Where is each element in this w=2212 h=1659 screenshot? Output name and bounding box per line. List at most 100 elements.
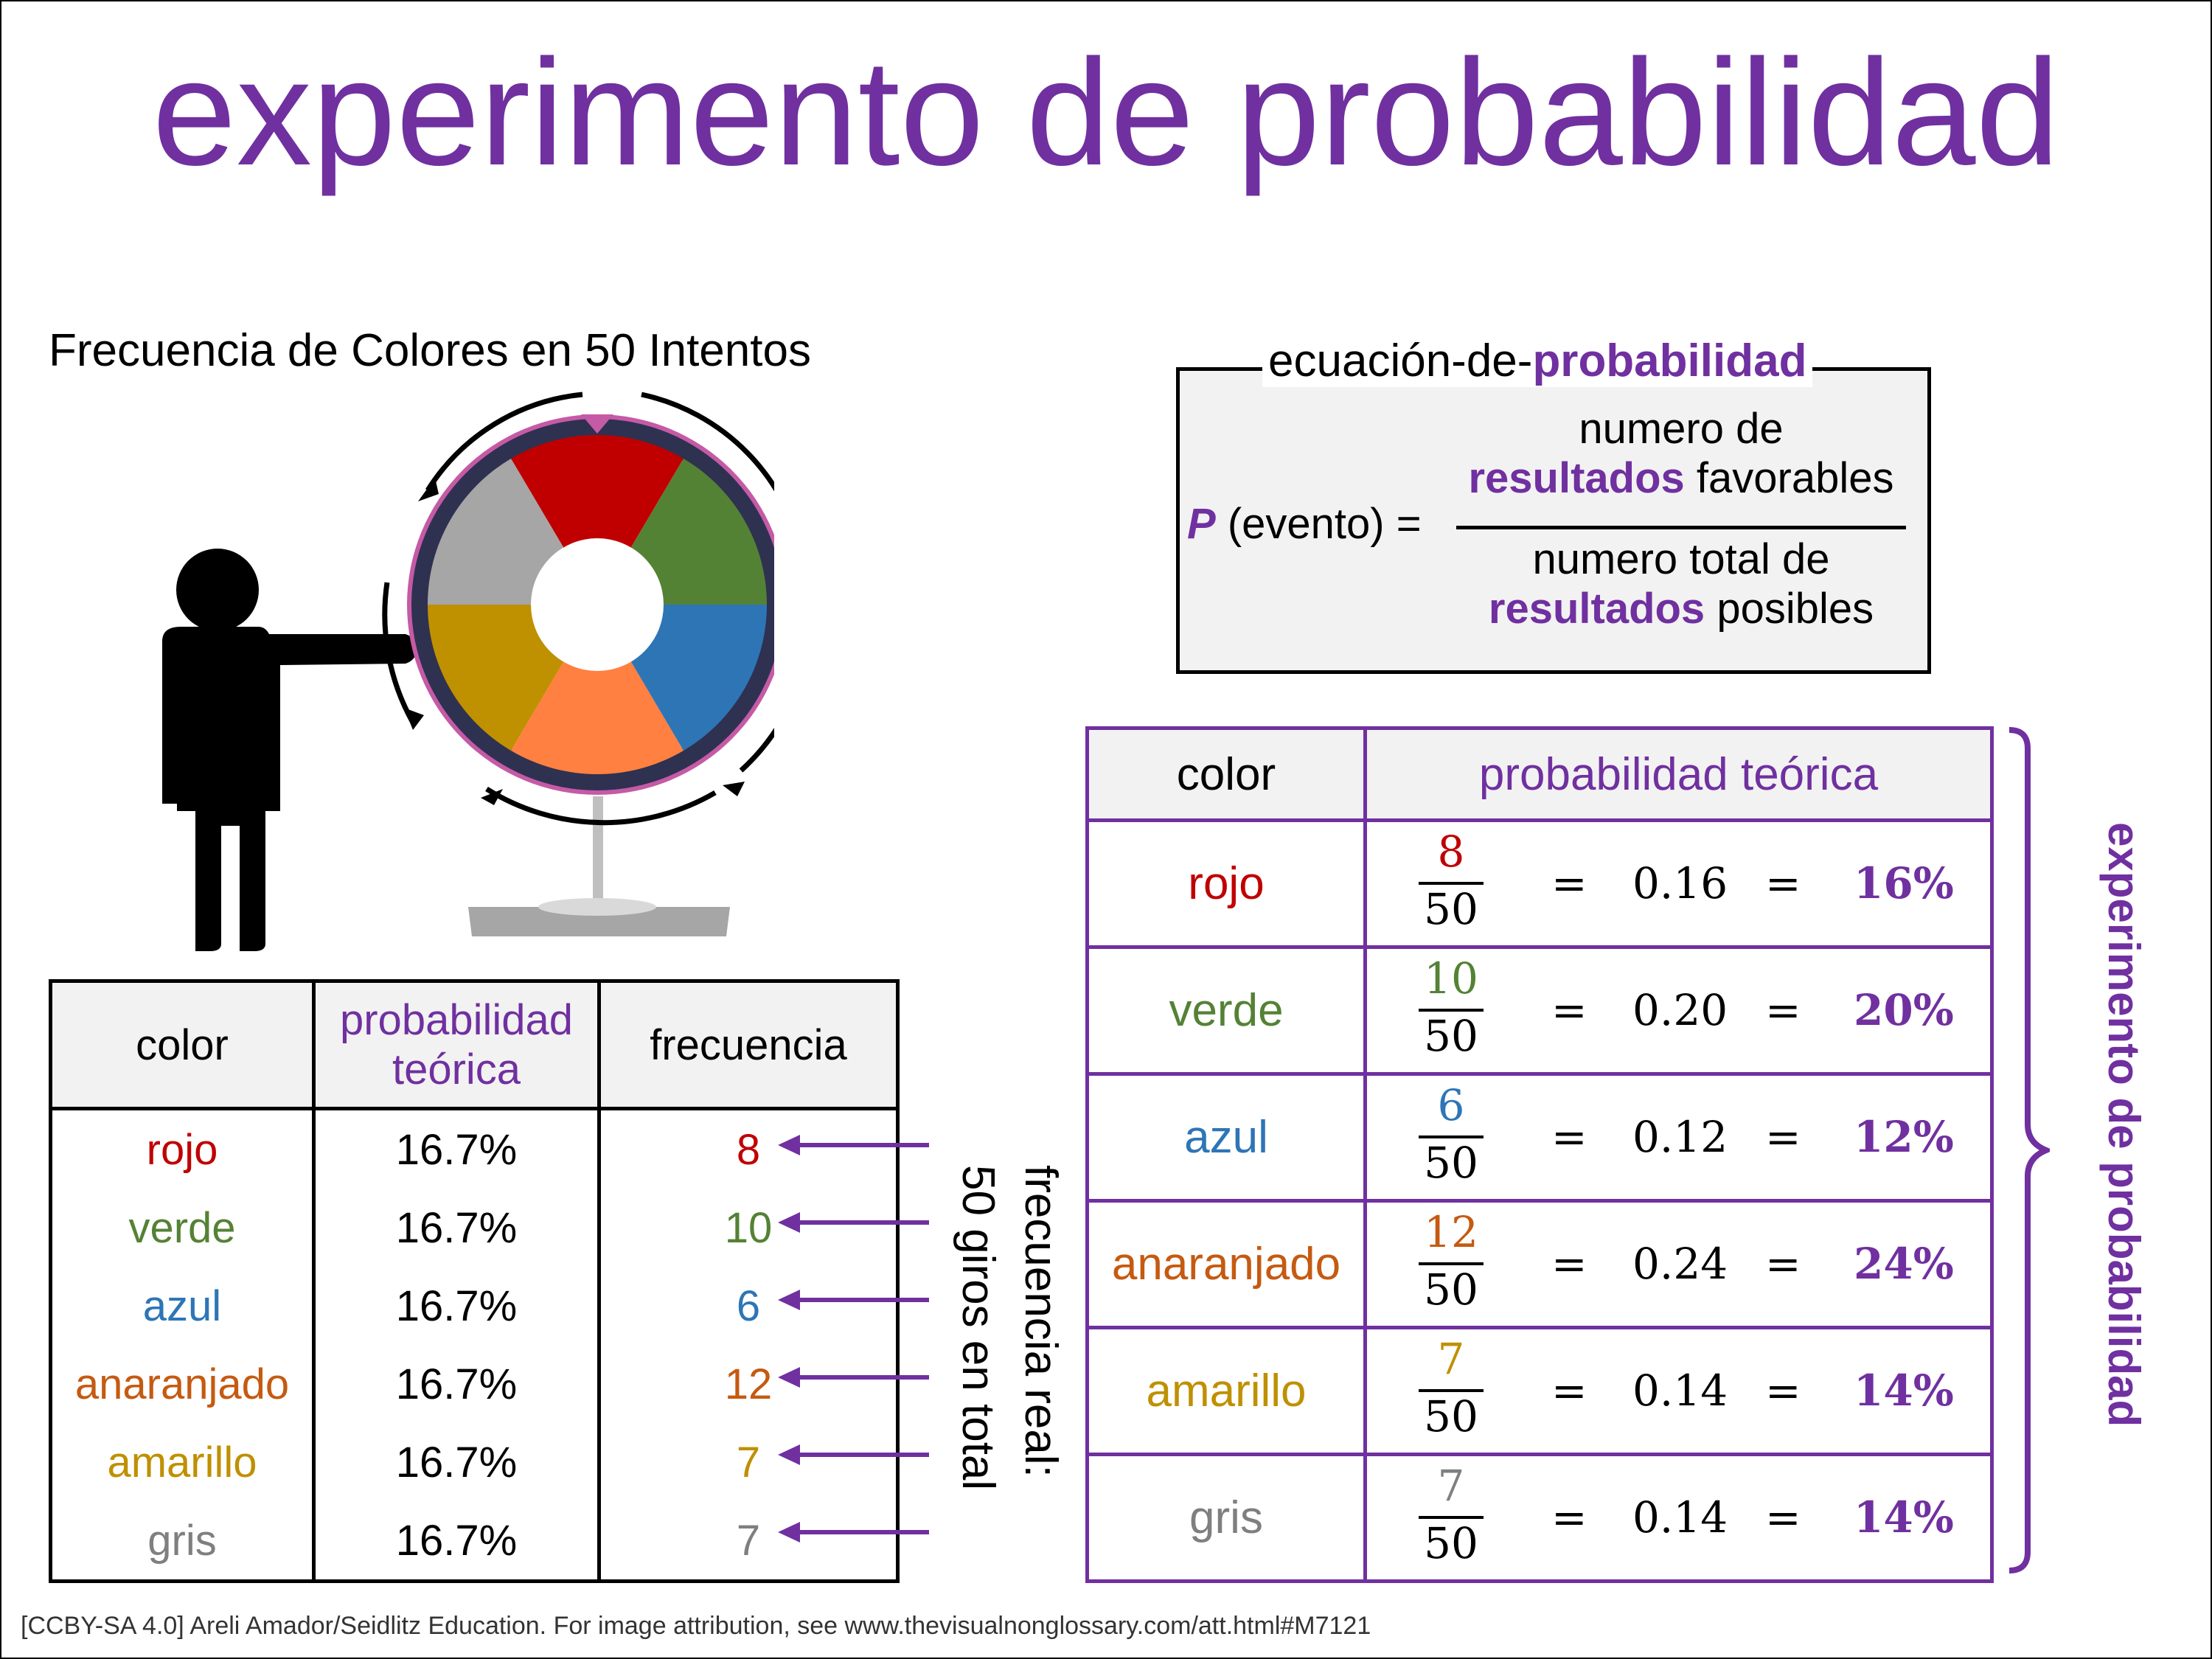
equation-title-plain: ecuación-de- — [1268, 335, 1533, 386]
math-expression: 12 50 = 0.24 = 24% — [1367, 1203, 1990, 1325]
t1-prob-cell: 16.7% — [312, 1345, 601, 1423]
decimal-value: 0.14 — [1632, 1492, 1728, 1543]
real-frequency-label-line2: 50 giros en total — [953, 1165, 1004, 1491]
frequency-arrow — [778, 1444, 929, 1465]
t1-row: amarillo 16.7% 7 — [49, 1423, 900, 1501]
t2-math-cell: 12 50 = 0.24 = 24% — [1363, 1199, 1994, 1329]
theoretical-table: color probabilidad teórica rojo 8 50 = 0.16 =… — [1085, 726, 1994, 1583]
numerator-bold: resultados — [1468, 454, 1685, 502]
fraction-numerator: 10 — [1424, 953, 1478, 1004]
t1-row: gris 16.7% 7 — [49, 1501, 900, 1582]
numerator-line2: resultados favorables — [1456, 453, 1906, 503]
t2-header-color: color — [1085, 726, 1367, 822]
decimal-value: 0.20 — [1632, 985, 1728, 1035]
equation-fraction-bar — [1456, 526, 1906, 529]
t1-freq-cell: 7 — [597, 1501, 900, 1582]
percent-value: 14% — [1854, 1366, 1954, 1416]
t2-math-cell: 6 50 = 0.12 = 12% — [1363, 1072, 1994, 1203]
percent-value: 20% — [1854, 985, 1954, 1035]
equals-sign: = — [1551, 1239, 1587, 1289]
t1-color-cell: anaranjado — [49, 1345, 316, 1423]
equation-title-bold: probabilidad — [1532, 335, 1807, 386]
fraction: 10 50 — [1419, 957, 1484, 1057]
t1-row: rojo 16.7% 8 — [49, 1108, 900, 1189]
equals-sign: = — [1765, 1239, 1801, 1289]
t2-math-cell: 7 50 = 0.14 = 14% — [1363, 1326, 1994, 1456]
fraction-bar — [1419, 1516, 1484, 1519]
fraction-denominator: 50 — [1424, 884, 1478, 934]
fraction: 8 50 — [1419, 830, 1484, 931]
spinner-title: Frecuencia de Colores en 50 Intentos — [49, 325, 811, 376]
brace-icon — [2008, 727, 2050, 1573]
equals-sign: = — [1551, 1492, 1587, 1543]
denominator-line2: resultados posibles — [1456, 584, 1906, 633]
t2-row: amarillo 7 50 = 0.14 = 14% — [1085, 1326, 1994, 1456]
equation-box — [1176, 367, 1931, 674]
spinner-stand — [468, 796, 730, 936]
fraction-bar — [1419, 1009, 1484, 1012]
math-expression: 10 50 = 0.20 = 20% — [1367, 950, 1990, 1071]
equals-sign: = — [1765, 858, 1801, 908]
equation-title: ecuación-de-probabilidad — [1262, 335, 1813, 387]
t1-freq-cell: 8 — [597, 1108, 900, 1189]
fraction: 12 50 — [1419, 1211, 1484, 1311]
t1-freq-cell: 10 — [597, 1189, 900, 1267]
percent-value: 14% — [1854, 1492, 1954, 1543]
t2-math-cell: 7 50 = 0.14 = 14% — [1363, 1453, 1994, 1583]
denominator-line1: numero total de — [1532, 535, 1830, 583]
frequency-arrow — [778, 1367, 929, 1388]
fraction-denominator: 50 — [1424, 1138, 1478, 1188]
equals-sign: = — [1765, 985, 1801, 1035]
equation-denominator: numero total de resultados posibles — [1456, 535, 1906, 633]
t1-row: verde 16.7% 10 — [49, 1189, 900, 1267]
footer-attribution: [CCBY-SA 4.0] Areli Amador/Seidlitz Educ… — [21, 1612, 1371, 1640]
numerator-line1: numero de — [1579, 405, 1784, 453]
equals-sign: = — [1551, 985, 1587, 1035]
equation-lhs: P (evento) = — [1187, 499, 1422, 549]
equals-sign: = — [1551, 1366, 1587, 1416]
wheel-slice-anaranjado — [511, 605, 684, 774]
fraction-denominator: 50 — [1424, 1391, 1478, 1441]
t1-prob-cell: 16.7% — [312, 1108, 601, 1189]
t1-row: anaranjado 16.7% 12 — [49, 1345, 900, 1423]
fraction: 7 50 — [1419, 1338, 1484, 1438]
equals-sign: = — [1551, 858, 1587, 908]
denominator-rest: posibles — [1705, 585, 1874, 633]
page-title: experimento de probabilidad — [152, 28, 2060, 197]
fraction-numerator: 8 — [1437, 827, 1465, 877]
decimal-value: 0.14 — [1632, 1366, 1728, 1416]
fraction-denominator: 50 — [1424, 1011, 1478, 1061]
t1-prob-cell: 16.7% — [312, 1189, 601, 1267]
t1-color-cell: azul — [49, 1267, 316, 1345]
math-expression: 6 50 = 0.12 = 12% — [1367, 1077, 1990, 1198]
frequency-table: color probabilidad teórica frecuencia ro… — [49, 979, 900, 1583]
fraction-bar — [1419, 1389, 1484, 1392]
t1-color-cell: gris — [49, 1501, 316, 1582]
fraction: 7 50 — [1419, 1464, 1484, 1565]
math-expression: 8 50 = 0.16 = 16% — [1367, 823, 1990, 945]
math-expression: 7 50 = 0.14 = 14% — [1367, 1457, 1990, 1579]
frequency-arrow — [778, 1135, 929, 1155]
t2-row: anaranjado 12 50 = 0.24 = 24% — [1085, 1199, 1994, 1329]
real-frequency-label-line1: frecuencia real: — [1015, 1165, 1066, 1478]
fraction-numerator: 12 — [1424, 1207, 1478, 1257]
t2-color-cell: gris — [1085, 1453, 1367, 1583]
decimal-value: 0.24 — [1632, 1239, 1728, 1289]
math-expression: 7 50 = 0.14 = 14% — [1367, 1330, 1990, 1452]
fraction-bar — [1419, 1262, 1484, 1265]
percent-value: 12% — [1854, 1112, 1954, 1162]
percent-value: 24% — [1854, 1239, 1954, 1289]
t1-freq-cell: 7 — [597, 1423, 900, 1501]
fraction-denominator: 50 — [1424, 1518, 1478, 1568]
t2-color-cell: amarillo — [1085, 1326, 1367, 1456]
t2-row: verde 10 50 = 0.20 = 20% — [1085, 945, 1994, 1076]
fraction-denominator: 50 — [1424, 1265, 1478, 1315]
t1-prob-cell: 16.7% — [312, 1501, 601, 1582]
t1-prob-cell: 16.7% — [312, 1423, 601, 1501]
fraction: 6 50 — [1419, 1084, 1484, 1184]
frequency-arrow — [778, 1212, 929, 1233]
equation-numerator: numero de resultados favorables — [1456, 404, 1906, 503]
person-icon — [162, 549, 417, 951]
fraction-numerator: 7 — [1437, 1334, 1465, 1384]
side-label: experimento de probabilidad — [2099, 822, 2149, 1427]
